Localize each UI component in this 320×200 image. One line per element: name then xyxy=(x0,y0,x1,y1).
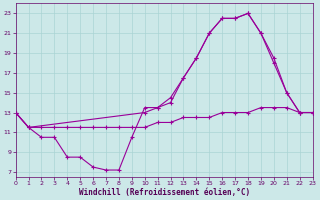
X-axis label: Windchill (Refroidissement éolien,°C): Windchill (Refroidissement éolien,°C) xyxy=(78,188,250,197)
